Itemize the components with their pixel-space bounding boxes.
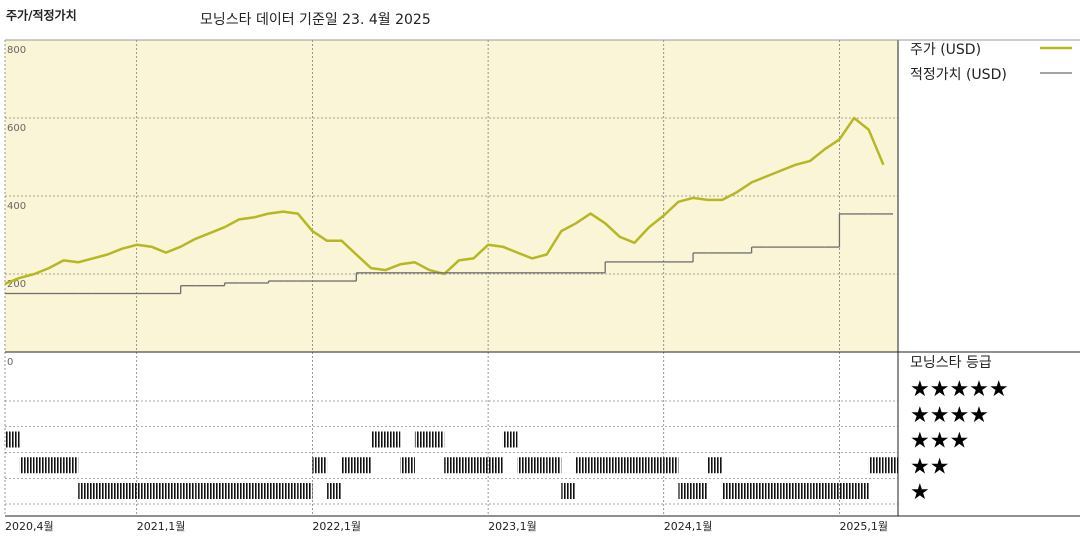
x-tick-label: 2020,4월 (5, 520, 54, 533)
rating-bar (151, 483, 167, 499)
rating-bar (327, 483, 342, 499)
subtitle: 모닝스타 데이터 기준일 23. 4월 2025 (200, 12, 431, 28)
x-tick-label: 2024,1월 (664, 520, 713, 533)
rating-bar (370, 431, 386, 448)
rating-bar (722, 483, 737, 499)
rating-bar (209, 483, 225, 499)
legend-label: 적정가치 (USD) (910, 67, 1007, 83)
rating-bar (649, 457, 664, 474)
rating-bar (414, 431, 430, 448)
rating-bar (195, 483, 210, 499)
rating-bar (854, 483, 869, 499)
rating-bar (166, 483, 181, 499)
rating-label: ★★★★★ (910, 377, 1009, 402)
rating-bar (239, 483, 254, 499)
rating-bar (458, 457, 474, 474)
rating-bar (297, 483, 313, 499)
rating-bar (253, 483, 269, 499)
rating-label: ★★★★ (910, 403, 989, 428)
rating-bar (839, 483, 855, 499)
rating-bar (751, 483, 767, 499)
rating-bar (400, 457, 415, 474)
rating-bar (92, 483, 108, 499)
rating-bar (634, 457, 650, 474)
rating-bar (532, 457, 547, 474)
rating-bar (736, 483, 752, 499)
rating-bar (590, 457, 606, 474)
rating-bar (561, 483, 576, 499)
rating-label: ★★ (910, 454, 949, 479)
rating-bar (795, 483, 811, 499)
rating-bar (546, 457, 562, 474)
rating-bar (780, 483, 796, 499)
rating-bar (19, 457, 35, 474)
rating-bar (883, 457, 898, 474)
y-tick-label: 0 (7, 357, 13, 368)
rating-bar (107, 483, 123, 499)
x-tick-label: 2023,1월 (488, 520, 537, 533)
rating-bar (810, 483, 825, 499)
rating-bar (429, 431, 445, 448)
rating-bar (824, 483, 840, 499)
rating-bar (693, 483, 708, 499)
rating-bar (341, 457, 357, 474)
rating-bar (48, 457, 64, 474)
rating-bar (136, 483, 152, 499)
x-tick-label: 2021,1월 (137, 520, 186, 533)
rating-bar (707, 457, 723, 474)
rating-bar (283, 483, 298, 499)
legend-label: 주가 (USD) (910, 42, 981, 58)
y-tick-label: 400 (7, 201, 26, 212)
rating-bar (488, 457, 503, 474)
rating-bar (619, 457, 635, 474)
rating-bar (180, 483, 196, 499)
rating-bar (663, 457, 679, 474)
rating-title: 모닝스타 등급 (910, 355, 992, 371)
rating-bar (605, 457, 620, 474)
plot: 0 200 400 600 800 2020,4월 2021,1월 2022,1월 2023,1… (4, 39, 1072, 533)
price-line (4, 116, 885, 285)
rating-bar (312, 457, 328, 474)
y-tick-label: 200 (7, 279, 26, 290)
rating-bar (517, 457, 533, 474)
rating-bar (356, 457, 371, 474)
rating-bar (78, 483, 93, 499)
rating-bar (122, 483, 137, 499)
x-tick-label: 2022,1월 (312, 520, 361, 533)
y-tick-label: 600 (7, 123, 26, 134)
rating-bar (444, 457, 459, 474)
rating-bar (5, 431, 20, 448)
rating-bar (502, 431, 518, 448)
rating-bar (868, 457, 884, 474)
rating-bar (34, 457, 49, 474)
chart-title: 주가/적정가치 (6, 8, 77, 23)
rating-label: ★ (910, 480, 930, 505)
rating-bar (268, 483, 284, 499)
x-tick-label: 2025,1월 (839, 520, 888, 533)
rating-bar (766, 483, 781, 499)
rating-bar (63, 457, 79, 474)
rating-bar (473, 457, 489, 474)
rating-bar (575, 457, 591, 474)
rating-bar (678, 483, 694, 499)
rating-label: ★★★ (910, 429, 969, 454)
y-tick-label: 800 (7, 45, 26, 56)
rating-bar (224, 483, 240, 499)
rating-bar (385, 431, 401, 448)
